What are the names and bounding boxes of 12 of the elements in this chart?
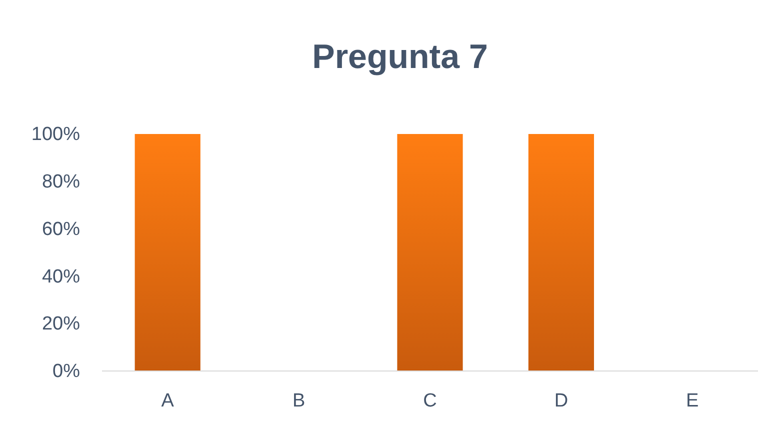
- x-tick-label: E: [686, 390, 699, 412]
- y-tick-label: 40%: [42, 266, 80, 288]
- x-tick-label: B: [292, 390, 306, 412]
- x-tick-label: D: [554, 390, 568, 412]
- y-tick-label: 60%: [42, 218, 80, 240]
- y-tick-label: 20%: [42, 314, 80, 335]
- chart-title: Pregunta 7: [312, 38, 488, 76]
- y-tick-label: 100%: [31, 124, 80, 146]
- y-tick-label: 0%: [52, 361, 80, 382]
- y-tick-label: 80%: [42, 171, 80, 192]
- x-tick-label: A: [161, 390, 174, 412]
- x-tick-label: C: [423, 390, 437, 412]
